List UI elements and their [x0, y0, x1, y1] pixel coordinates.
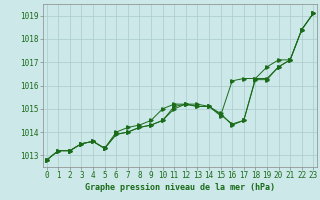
- X-axis label: Graphe pression niveau de la mer (hPa): Graphe pression niveau de la mer (hPa): [85, 183, 275, 192]
